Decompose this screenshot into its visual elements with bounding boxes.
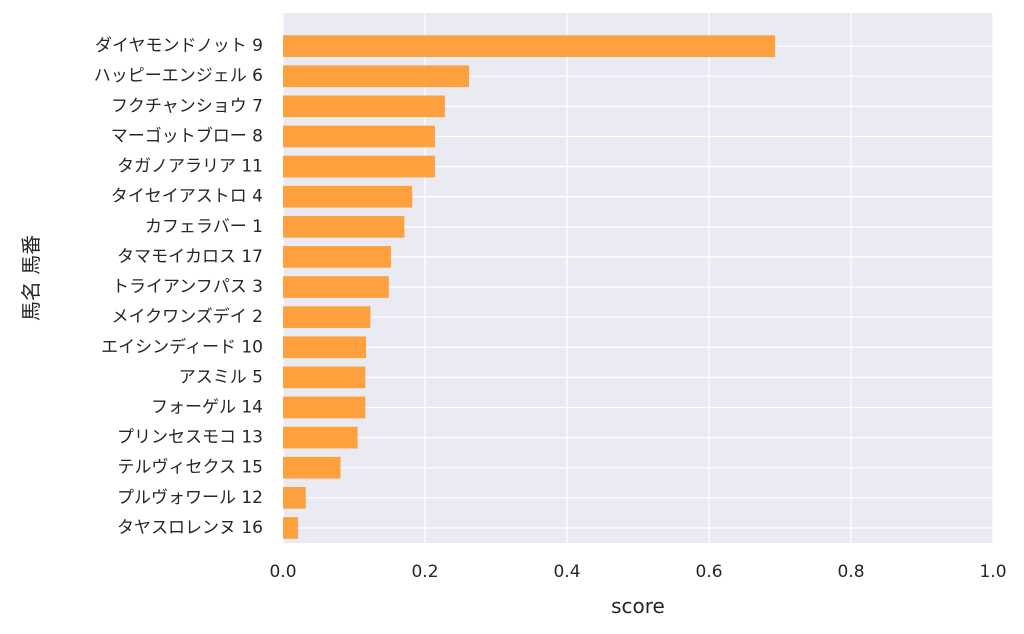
- bar: [283, 456, 341, 479]
- y-tick-label: フクチャンショウ 7: [111, 96, 263, 116]
- x-tick-label: 1.0: [979, 562, 1006, 582]
- bar: [283, 336, 367, 359]
- y-tick-label: タガノアラリア 11: [117, 157, 263, 177]
- y-tick-label: ダイヤモンドノット 9: [95, 36, 263, 56]
- x-axis-label: score: [611, 594, 665, 618]
- bar: [283, 65, 470, 88]
- bar: [283, 426, 358, 449]
- y-tick-label: プリンセスモコ 13: [117, 428, 263, 448]
- bar: [283, 155, 435, 178]
- x-tick-label: 0.8: [837, 562, 864, 582]
- y-tick-label: エイシンディード 10: [101, 336, 263, 357]
- y-tick-labels: ダイヤモンドノット 9 ハッピーエンジェル 6 フクチャンショウ 7 マーゴットブロー…: [94, 36, 263, 538]
- y-tick-label: メイクワンズデイ 2: [111, 306, 263, 327]
- bar: [283, 366, 366, 389]
- bar: [283, 95, 445, 118]
- bar: [283, 486, 306, 509]
- bar: [283, 306, 371, 328]
- y-tick-label: トライアンフパス 3: [112, 277, 263, 297]
- x-tick-labels: 0.0 0.2 0.4 0.6 0.8 1.0: [269, 562, 1006, 582]
- y-tick-label: テルヴィセクス 15: [117, 458, 263, 478]
- y-tick-label: マーゴットブロー 8: [111, 125, 263, 146]
- y-axis-label: 馬名 馬番: [19, 235, 43, 321]
- x-tick-label: 0.4: [553, 562, 580, 582]
- y-tick-label: フォーゲル 14: [151, 397, 263, 417]
- y-tick-label: ハッピーエンジェル 6: [94, 66, 263, 86]
- bar: [283, 517, 298, 539]
- y-tick-label: カフェラバー 1: [145, 217, 263, 237]
- x-tick-label: 0.0: [269, 562, 296, 582]
- bar: [283, 185, 413, 208]
- y-tick-label: タヤスロレンヌ 16: [117, 518, 263, 538]
- y-tick-label: タイセイアストロ 4: [111, 187, 263, 207]
- bar: [283, 35, 776, 57]
- bar: [283, 246, 391, 268]
- y-tick-label: アスミル 5: [179, 367, 263, 387]
- plot-area: [283, 13, 993, 543]
- bars: [283, 35, 776, 539]
- y-tick-label: プルヴォワール 12: [117, 488, 263, 508]
- bar: [283, 276, 389, 298]
- bar: [283, 125, 435, 148]
- x-tick-label: 0.2: [411, 562, 438, 582]
- bar: [283, 396, 366, 419]
- y-tick-label: タマモイカロス 17: [117, 247, 263, 267]
- bar: [283, 215, 405, 238]
- x-tick-label: 0.6: [695, 562, 722, 582]
